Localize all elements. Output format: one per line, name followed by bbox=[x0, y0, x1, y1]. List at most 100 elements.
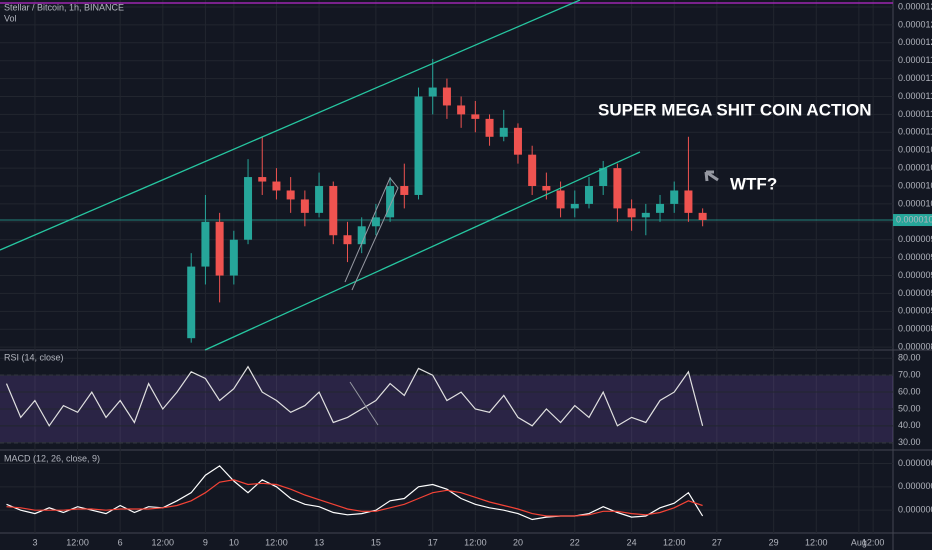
candle-body bbox=[258, 177, 267, 182]
y-tick-label: 0.00001220 bbox=[898, 19, 932, 29]
y-tick-label: 0.00000000 bbox=[898, 505, 932, 515]
candle-body bbox=[315, 186, 324, 213]
candle-body bbox=[570, 203, 579, 209]
x-tick-label: 12:00 bbox=[265, 537, 288, 547]
candle-body bbox=[499, 127, 508, 137]
candle-body bbox=[584, 186, 593, 204]
y-tick-label: 0.00001140 bbox=[898, 91, 932, 101]
y-tick-label: 0.00000960 bbox=[898, 252, 932, 262]
candle-body bbox=[357, 226, 366, 245]
candle-body bbox=[485, 118, 494, 137]
x-tick-label: 12:00 bbox=[862, 537, 885, 547]
annotation: WTF? bbox=[730, 174, 777, 193]
drawn-pattern bbox=[344, 177, 399, 291]
candle-body bbox=[187, 266, 196, 339]
y-tick-label: 0.00000020 bbox=[898, 481, 932, 491]
y-tick-label: 0.00001060 bbox=[898, 162, 932, 172]
x-tick-label: 12:00 bbox=[805, 537, 828, 547]
candle-body bbox=[201, 221, 210, 267]
candle-body bbox=[343, 235, 352, 245]
x-tick-label: 12:00 bbox=[464, 537, 487, 547]
candle-body bbox=[300, 199, 309, 213]
candle-body bbox=[428, 87, 437, 97]
y-tick-label: 0.00001120 bbox=[898, 109, 932, 119]
candle-body bbox=[244, 177, 253, 240]
candle-body bbox=[627, 208, 636, 218]
y-tick-label: 0.00001240 bbox=[898, 1, 932, 11]
candle-body bbox=[556, 190, 565, 209]
candle-body bbox=[641, 212, 650, 218]
candle-body bbox=[286, 190, 295, 200]
x-tick-label: 27 bbox=[712, 537, 722, 547]
y-tick-label: 0.00000040 bbox=[898, 458, 932, 468]
y-tick-label: 0.00001040 bbox=[898, 180, 932, 190]
y-tick-label: 0.00001100 bbox=[898, 127, 932, 137]
x-tick-label: 13 bbox=[314, 537, 324, 547]
channel-lower bbox=[204, 151, 641, 351]
candle-body bbox=[414, 96, 423, 195]
candle-body bbox=[457, 105, 466, 115]
series-line bbox=[6, 479, 703, 517]
x-tick-label: 12:00 bbox=[663, 537, 686, 547]
x-tick-label: 29 bbox=[769, 537, 779, 547]
macd-title: MACD (12, 26, close, 9) bbox=[4, 453, 100, 463]
series-line bbox=[5, 365, 704, 427]
candle-body bbox=[400, 186, 409, 195]
last-price-label: 0.00001002 bbox=[896, 214, 932, 224]
last-price-tag bbox=[893, 214, 932, 227]
candle-body bbox=[471, 114, 480, 119]
x-tick-label: 17 bbox=[428, 537, 438, 547]
candle-body bbox=[371, 217, 380, 227]
x-tick-label: 20 bbox=[513, 537, 523, 547]
drawn-line bbox=[349, 381, 379, 426]
y-tick-label: 0.00000880 bbox=[898, 324, 932, 334]
candle-body bbox=[670, 190, 679, 204]
x-tick-label: Aug bbox=[851, 537, 867, 547]
candle-body bbox=[513, 127, 522, 155]
y-tick-label: 0.00000860 bbox=[898, 342, 932, 352]
candle-body bbox=[542, 186, 551, 191]
candle-body bbox=[613, 168, 622, 209]
x-tick-label: 3 bbox=[32, 537, 37, 547]
chart-title: Stellar / Bitcoin, 1h, BINANCE bbox=[4, 2, 124, 12]
y-tick-label: 0.00000900 bbox=[898, 306, 932, 316]
y-tick-label: 40.00 bbox=[898, 420, 921, 430]
candle-body bbox=[272, 181, 281, 191]
candle-body bbox=[698, 212, 707, 221]
y-tick-label: 0.00000940 bbox=[898, 270, 932, 280]
x-tick-label: 6 bbox=[118, 537, 123, 547]
rsi-title: RSI (14, close) bbox=[4, 352, 64, 362]
arrow bbox=[704, 170, 719, 182]
x-tick-label: 9 bbox=[203, 537, 208, 547]
candle-body bbox=[528, 154, 537, 187]
y-tick-label: 0.00001180 bbox=[898, 55, 932, 65]
candle-body bbox=[215, 221, 224, 276]
candle-body bbox=[329, 186, 338, 236]
y-tick-label: 0.00001160 bbox=[898, 73, 932, 83]
x-tick-label: 24 bbox=[627, 537, 637, 547]
candle-body bbox=[599, 168, 608, 187]
y-tick-label: 30.00 bbox=[898, 437, 921, 447]
annotation: SUPER MEGA SHIT COIN ACTION bbox=[598, 100, 872, 119]
x-tick-label: 12:00 bbox=[66, 537, 89, 547]
y-tick-label: 80.00 bbox=[898, 353, 921, 363]
x-tick-label: 12:00 bbox=[152, 537, 175, 547]
candle-body bbox=[386, 186, 395, 218]
x-tick-label: 22 bbox=[570, 537, 580, 547]
y-tick-label: 0.00001200 bbox=[898, 37, 932, 47]
y-tick-label: 60.00 bbox=[898, 386, 921, 396]
y-tick-label: 0.00000920 bbox=[898, 288, 932, 298]
y-tick-label: 50.00 bbox=[898, 403, 921, 413]
candle-body bbox=[684, 190, 693, 213]
candle-body bbox=[656, 203, 665, 213]
x-tick-label: 15 bbox=[371, 537, 381, 547]
y-tick-label: 0.00001020 bbox=[898, 198, 932, 208]
candle-body bbox=[229, 239, 238, 276]
channel-upper bbox=[0, 0, 581, 251]
x-tick-label: 10 bbox=[229, 537, 239, 547]
